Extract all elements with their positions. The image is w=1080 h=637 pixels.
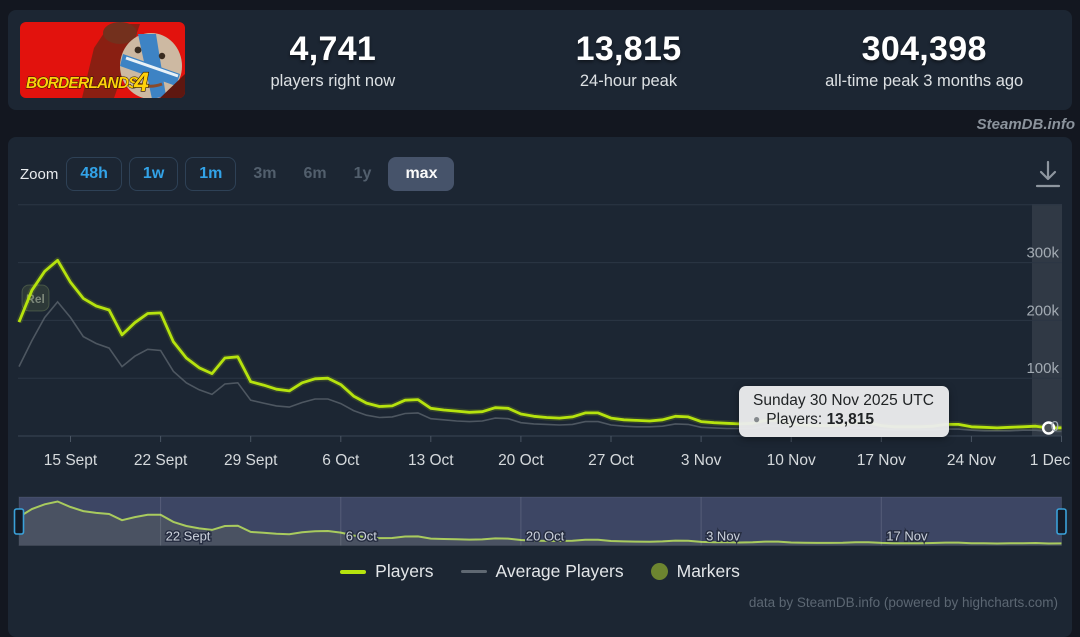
zoom-button-1y: 1y [353, 165, 372, 182]
current-players-label: players right now [270, 71, 396, 90]
peak-24h-value: 13,815 [575, 29, 682, 68]
stat-24h-peak: 13,815 24-hour peak [481, 30, 777, 91]
tooltip-players-value: 13,815 [826, 411, 874, 428]
alltime-peak-value: 304,398 [861, 29, 987, 68]
legend-item-players[interactable]: Players [340, 561, 434, 582]
zoom-button-6m: 6m [303, 165, 327, 182]
zoom-button-48h[interactable]: 48h [66, 157, 122, 191]
peak-24h-label: 24-hour peak [579, 71, 678, 90]
banner-title-number: 4 [133, 67, 149, 97]
chart-credits[interactable]: data by SteamDB.info (powered by highcha… [748, 595, 1058, 610]
tooltip-series-label: Players: [766, 411, 823, 428]
alltime-peak-label: all-time peak 3 months ago [825, 71, 1024, 90]
legend-average-players-label: Average Players [495, 561, 624, 581]
banner-title-text: BORDERLANDS [26, 75, 139, 92]
tooltip-players-row: ● Players: 13,815 [753, 411, 934, 429]
borderlands4-banner-art: BORDERLANDS 4 [20, 22, 185, 98]
legend-players-label: Players [375, 561, 434, 581]
game-banner[interactable]: BORDERLANDS 4 [20, 22, 185, 98]
markers-circle-swatch [650, 563, 668, 580]
chart-legend: Players Average Players Markers [8, 561, 1072, 582]
average-players-line-swatch [460, 570, 487, 573]
stat-alltime-peak: 304,398 all-time peak 3 months ago [776, 30, 1072, 91]
stats-row: 4,741 players right now 13,815 24-hour p… [185, 30, 1072, 91]
legend-item-markers[interactable]: Markers [650, 561, 740, 582]
zoom-button-max[interactable]: max [388, 157, 455, 191]
zoom-button-1m[interactable]: 1m [185, 157, 237, 191]
game-stats-header: BORDERLANDS 4 4,741 players right now 13… [8, 10, 1072, 110]
download-icon[interactable] [1034, 159, 1062, 189]
tooltip-date: Sunday 30 Nov 2025 UTC [753, 392, 934, 409]
players-line-swatch [340, 569, 367, 574]
zoom-toolbar: Zoom 48h 1w 1m 3m 6m 1y max [20, 157, 461, 191]
stat-current-players: 4,741 players right now [185, 30, 481, 91]
legend-item-average-players[interactable]: Average Players [460, 561, 624, 582]
current-players-value: 4,741 [289, 29, 377, 68]
zoom-label: Zoom [20, 165, 59, 183]
series-bullet-icon: ● [753, 412, 761, 426]
chart-tooltip: Sunday 30 Nov 2025 UTC ● Players: 13,815 [739, 386, 949, 437]
steamdb-watermark-link[interactable]: SteamDB.info [976, 116, 1075, 133]
zoom-button-3m: 3m [253, 165, 277, 182]
zoom-button-1w[interactable]: 1w [128, 157, 179, 191]
legend-markers-label: Markers [676, 561, 740, 581]
